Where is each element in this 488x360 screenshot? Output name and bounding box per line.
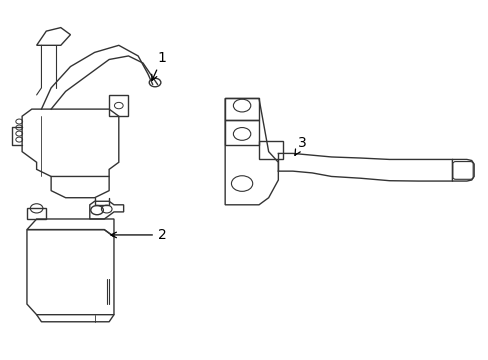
Text: 1: 1 bbox=[151, 51, 166, 81]
Text: 3: 3 bbox=[294, 136, 306, 156]
Text: 2: 2 bbox=[111, 228, 166, 242]
